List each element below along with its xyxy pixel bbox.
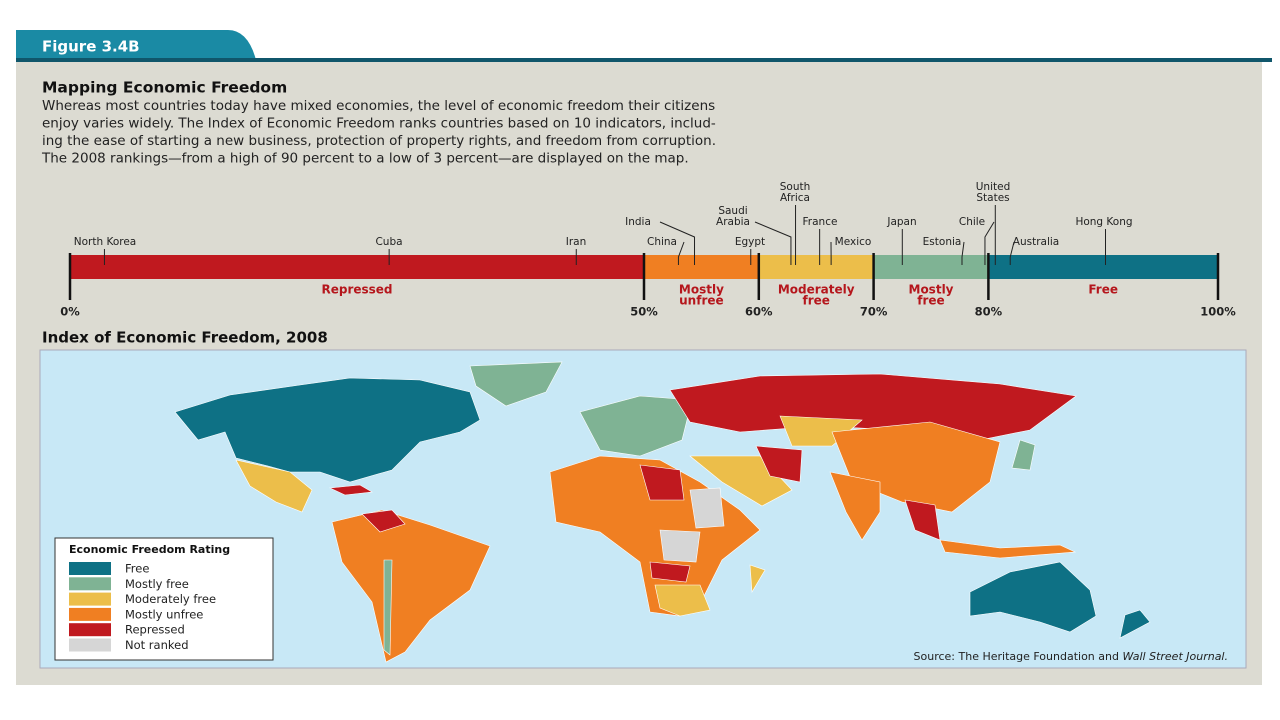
chile: [383, 559, 393, 656]
south-america: [331, 509, 491, 663]
africa-repressed: [639, 464, 691, 583]
iran: [755, 445, 803, 483]
legend-title: Economic Freedom Rating: [69, 543, 230, 556]
band-label: Free: [1088, 283, 1118, 297]
legend-label: Mostly free: [125, 577, 189, 591]
tick-label: 0%: [60, 305, 80, 319]
country-label: Arabia: [716, 216, 750, 228]
indonesia: [939, 539, 1077, 559]
country-label: Mexico: [835, 236, 872, 248]
legend-swatch: [69, 577, 111, 591]
country-label: Cuba: [375, 236, 402, 248]
country-label: States: [976, 192, 1009, 204]
country-label: South: [780, 181, 811, 193]
legend-label: Repressed: [125, 623, 185, 637]
source-text: Source: The Heritage Foundation and: [914, 650, 1119, 663]
legend-label: Free: [125, 562, 149, 576]
legend-label: Moderately free: [125, 592, 216, 606]
country-label: Egypt: [735, 236, 765, 248]
mexico: [235, 459, 313, 513]
freedom-scale: Repressed MostlyunfreeModeratelyfreeMostl…: [60, 181, 1236, 319]
legend-label: Not ranked: [125, 638, 189, 652]
band-label: free: [917, 294, 944, 308]
country-label: North Korea: [74, 236, 136, 248]
legend-swatch: [69, 592, 111, 606]
country-label: United: [976, 181, 1011, 193]
cuba: [328, 484, 373, 496]
country-label: China: [647, 236, 677, 248]
country-label: Africa: [780, 192, 810, 204]
band: [644, 255, 759, 279]
tick-label: 60%: [745, 305, 773, 319]
legend-swatch: [69, 562, 111, 575]
band-label: unfree: [679, 294, 724, 308]
band: [988, 255, 1218, 279]
band-label: Mostly: [679, 283, 724, 297]
legend-swatch: [69, 623, 111, 637]
figure-label: Figure 3.4B: [42, 38, 140, 56]
country-label: Estonia: [923, 236, 962, 248]
europe: [579, 395, 693, 457]
tick-label: 50%: [630, 305, 658, 319]
description-line: Whereas most countries today have mixed …: [42, 98, 715, 114]
tick-label: 80%: [975, 305, 1003, 319]
band-label: Mostly: [909, 283, 954, 297]
source-italic: Wall Street Journal.: [1122, 650, 1228, 663]
legend-label: Mostly unfree: [125, 607, 203, 621]
description-line: The 2008 rankings—from a high of 90 perc…: [41, 151, 689, 167]
country-marker: [659, 221, 696, 265]
description-line: ing the ease of starting a new business,…: [42, 133, 716, 149]
band: [873, 255, 989, 279]
japan: [1011, 439, 1036, 471]
map-title: Index of Economic Freedom, 2008: [42, 329, 328, 347]
header-rule: [16, 58, 1272, 62]
greenland: [469, 361, 563, 407]
venezuela: [361, 509, 406, 533]
band-label: Repressed: [321, 283, 392, 297]
central-asia: [779, 415, 863, 447]
description: Whereas most countries today have mixed …: [41, 98, 716, 167]
world-map: [174, 361, 1151, 663]
tick-label: 100%: [1200, 305, 1236, 319]
russia: [669, 373, 1077, 441]
tick-label: 70%: [860, 305, 888, 319]
title: Mapping Economic Freedom: [42, 79, 287, 97]
australia: [969, 561, 1151, 639]
country-marker: [984, 221, 995, 265]
country-label: Japan: [886, 216, 916, 228]
country-marker: [961, 241, 965, 265]
source: Source: The Heritage Foundation and Wall…: [914, 650, 1228, 663]
figure-tab: [16, 30, 256, 60]
country-label: France: [803, 216, 838, 228]
country-marker: [1009, 241, 1015, 265]
country-label: India: [625, 216, 651, 228]
africa-not-ranked: [659, 487, 725, 563]
country-label: Iran: [566, 236, 587, 248]
legend-swatch: [69, 607, 111, 621]
country-marker: [754, 221, 792, 265]
country-label: Australia: [1013, 236, 1059, 248]
band: [70, 255, 644, 279]
description-line: enjoy varies widely. The Index of Econom…: [42, 116, 716, 132]
southern-africa: [654, 564, 766, 617]
country-label: Hong Kong: [1075, 216, 1132, 228]
legend-swatch: [69, 638, 111, 652]
band-label: Moderately: [778, 283, 855, 297]
north-america: [174, 377, 481, 483]
country-label: Chile: [959, 216, 985, 228]
band-label: free: [802, 294, 829, 308]
country-label: Saudi: [718, 205, 747, 217]
india: [829, 471, 881, 541]
country-marker: [677, 241, 685, 265]
band: [758, 255, 874, 279]
